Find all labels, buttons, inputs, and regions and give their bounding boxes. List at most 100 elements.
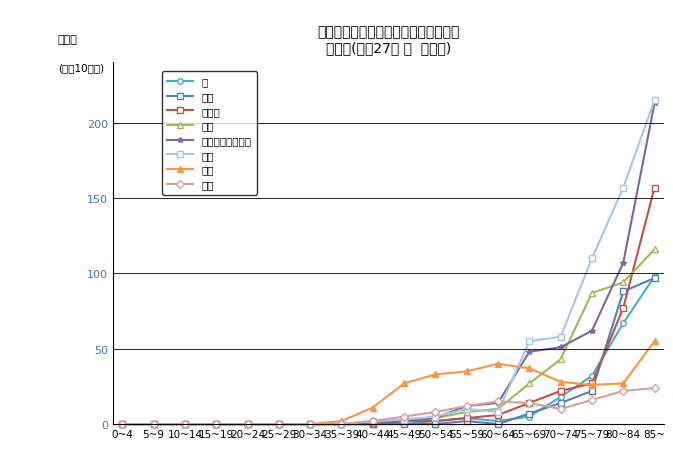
大腸 xyxy=(400,417,408,422)
胆のう xyxy=(337,421,345,427)
乳房 xyxy=(400,381,408,386)
子宮 xyxy=(400,414,408,420)
胆のう xyxy=(275,421,283,427)
子宮 xyxy=(619,388,627,394)
乳房 xyxy=(619,381,627,386)
膵臓 xyxy=(244,421,252,427)
胆のう xyxy=(306,421,314,427)
肝臓 xyxy=(651,276,659,281)
気管・気管支・肺 xyxy=(369,421,377,427)
乳房 xyxy=(337,419,345,424)
大腸 xyxy=(212,421,220,427)
子宮 xyxy=(462,404,470,409)
肝臓 xyxy=(212,421,220,427)
大腸 xyxy=(651,98,659,104)
大腸 xyxy=(588,256,596,262)
胆のう xyxy=(181,421,189,427)
子宮 xyxy=(149,421,157,427)
胆のう xyxy=(400,419,408,424)
子宮 xyxy=(337,421,345,427)
肝臓 xyxy=(369,421,377,427)
大腸 xyxy=(557,334,565,340)
大腸 xyxy=(494,410,502,415)
膵臓 xyxy=(462,410,470,415)
気管・気管支・肺 xyxy=(212,421,220,427)
気管・気管支・肺 xyxy=(494,400,502,406)
大腸 xyxy=(619,185,627,191)
子宮 xyxy=(181,421,189,427)
胃 xyxy=(526,414,534,420)
Line: 胆のう: 胆のう xyxy=(120,185,658,427)
胃 xyxy=(619,321,627,326)
気管・気管支・肺 xyxy=(118,421,127,427)
肝臓 xyxy=(494,421,502,427)
子宮 xyxy=(651,385,659,391)
膵臓 xyxy=(118,421,127,427)
肝臓 xyxy=(400,421,408,427)
膵臓 xyxy=(400,419,408,424)
膵臓 xyxy=(557,357,565,362)
胆のう xyxy=(244,421,252,427)
子宮 xyxy=(431,410,439,415)
膵臓 xyxy=(526,381,534,386)
乳房 xyxy=(212,421,220,427)
膵臓 xyxy=(337,421,345,427)
乳房 xyxy=(306,421,314,427)
乳房 xyxy=(494,361,502,367)
胃 xyxy=(431,419,439,424)
気管・気管支・肺 xyxy=(149,421,157,427)
肝臓 xyxy=(149,421,157,427)
胃 xyxy=(651,274,659,279)
乳房 xyxy=(526,366,534,371)
胃 xyxy=(369,421,377,427)
胃 xyxy=(494,419,502,424)
子宮 xyxy=(275,421,283,427)
肝臓 xyxy=(431,421,439,427)
胃 xyxy=(275,421,283,427)
大腸 xyxy=(462,406,470,412)
子宮 xyxy=(588,397,596,403)
気管・気管支・肺 xyxy=(181,421,189,427)
気管・気管支・肺 xyxy=(526,349,534,355)
Line: 胃: 胃 xyxy=(120,274,658,427)
大腸 xyxy=(306,421,314,427)
肝臓 xyxy=(619,289,627,294)
子宮 xyxy=(118,421,127,427)
膵臓 xyxy=(212,421,220,427)
肝臓 xyxy=(526,411,534,416)
胆のう xyxy=(526,400,534,406)
乳房 xyxy=(181,421,189,427)
肝臓 xyxy=(306,421,314,427)
大腸 xyxy=(526,339,534,344)
Legend: 胃, 肝臓, 胆のう, 膵臓, 気管・気管支・肺, 大腸, 乳房, 子宮: 胃, 肝臓, 胆のう, 膵臓, 気管・気管支・肺, 大腸, 乳房, 子宮 xyxy=(162,72,257,195)
膵臓 xyxy=(306,421,314,427)
気管・気管支・肺 xyxy=(619,261,627,266)
大腸 xyxy=(431,414,439,420)
乳房 xyxy=(149,421,157,427)
大腸 xyxy=(181,421,189,427)
膵臓 xyxy=(431,415,439,421)
胃 xyxy=(306,421,314,427)
胆のう xyxy=(431,419,439,424)
胆のう xyxy=(651,185,659,191)
胆のう xyxy=(588,381,596,386)
気管・気管支・肺 xyxy=(651,101,659,106)
子宮 xyxy=(369,419,377,424)
膵臓 xyxy=(494,406,502,412)
Line: 肝臓: 肝臓 xyxy=(120,276,658,427)
乳房 xyxy=(557,379,565,385)
子宮 xyxy=(244,421,252,427)
子宮 xyxy=(557,406,565,412)
胃 xyxy=(400,421,408,427)
胃 xyxy=(462,415,470,421)
大腸 xyxy=(369,419,377,424)
肝臓 xyxy=(118,421,127,427)
乳房 xyxy=(118,421,127,427)
Line: 子宮: 子宮 xyxy=(120,385,658,427)
胃 xyxy=(588,373,596,379)
胆のう xyxy=(619,306,627,311)
肝臓 xyxy=(244,421,252,427)
大腸 xyxy=(244,421,252,427)
膵臓 xyxy=(651,247,659,253)
胃 xyxy=(181,421,189,427)
